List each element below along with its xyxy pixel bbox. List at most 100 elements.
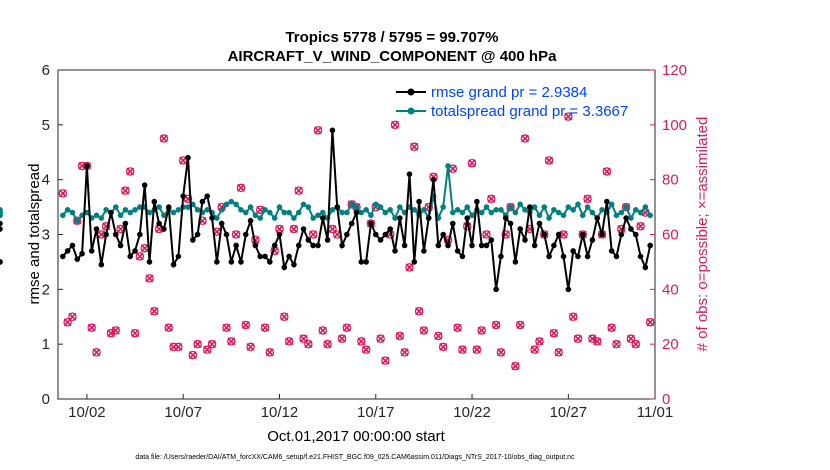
x-tick-label: 10/17 <box>357 404 395 421</box>
obs-possible-marker <box>337 334 347 343</box>
spread-point <box>98 215 105 221</box>
obs-assimilated-marker <box>236 183 245 192</box>
rmse-point <box>584 253 591 260</box>
spread-point <box>440 204 446 210</box>
rmse-point <box>69 242 76 249</box>
rmse-point <box>421 248 427 254</box>
obs-possible-marker <box>544 156 554 165</box>
obs-assimilated-marker <box>588 334 597 343</box>
rmse-point <box>416 198 422 205</box>
y2-tick-label: 100 <box>662 117 687 134</box>
rmse-point <box>377 237 384 243</box>
spread-point <box>194 207 201 213</box>
spread-point <box>228 198 235 205</box>
rmse-point <box>137 231 143 238</box>
rmse-point <box>358 259 365 265</box>
obs-assimilated-marker <box>87 323 96 332</box>
obs-assimilated-marker <box>482 230 491 239</box>
spread-point <box>464 204 471 210</box>
spread-point <box>247 204 254 210</box>
spread-point <box>512 209 519 216</box>
spread-point <box>353 204 360 210</box>
obs-possible-marker <box>520 134 530 143</box>
rmse-point <box>536 220 543 227</box>
rmse-point <box>579 231 586 238</box>
obs-possible-marker <box>419 326 429 335</box>
obs-assimilated-marker <box>342 323 351 332</box>
spread-point <box>632 207 639 213</box>
obs-assimilated-marker <box>208 340 217 349</box>
spread-point <box>218 207 225 213</box>
spread-point <box>291 215 297 221</box>
obs-assimilated-marker <box>145 274 154 283</box>
obs-possible-marker <box>472 345 482 354</box>
obs-possible-marker <box>231 230 241 239</box>
rmse-point <box>60 253 66 260</box>
obs-assimilated-marker <box>232 230 241 239</box>
obs-assimilated-marker <box>140 244 149 253</box>
obs-assimilated-marker <box>275 225 284 233</box>
spread-point <box>358 209 365 216</box>
obs-possible-marker <box>438 342 448 352</box>
spread-point <box>223 201 230 208</box>
rmse-point <box>637 253 644 260</box>
spread-point <box>531 204 538 210</box>
spread-point <box>363 207 369 213</box>
rmse-point <box>329 127 336 134</box>
obs-assimilated-marker <box>97 230 106 239</box>
obs-assimilated-marker <box>410 142 419 151</box>
obs-possible-marker <box>621 202 631 212</box>
obs-possible-marker <box>414 307 424 316</box>
spread-point <box>387 207 394 213</box>
spread-point <box>267 209 273 216</box>
obs-assimilated-marker <box>602 167 611 176</box>
obs-assimilated-marker <box>636 222 645 231</box>
obs-assimilated-marker <box>549 329 558 338</box>
rmse-point <box>315 242 321 249</box>
obs-assimilated-marker <box>241 321 250 329</box>
obs-assimilated-marker <box>256 205 265 214</box>
spread-point <box>122 207 129 213</box>
obs-assimilated-marker <box>472 345 481 354</box>
spread-point <box>382 209 389 216</box>
obs-possible-marker <box>626 334 636 343</box>
spread-point <box>204 207 211 213</box>
rmse-point <box>397 215 403 221</box>
rmse-point <box>551 242 557 249</box>
rmse-point <box>291 261 297 268</box>
rmse-point <box>165 204 172 210</box>
rmse-point <box>387 226 394 232</box>
obs-assimilated-marker <box>434 331 443 340</box>
y-tick-label: 6 <box>42 62 50 79</box>
obs-assimilated-marker <box>607 323 616 332</box>
obs-assimilated-marker <box>530 345 539 354</box>
obs-assimilated-marker <box>564 112 573 121</box>
obs-possible-marker <box>592 337 602 346</box>
rmse-point <box>300 226 307 232</box>
rmse-point <box>218 220 225 227</box>
obs-possible-marker <box>106 328 116 338</box>
obs-possible-marker <box>260 323 270 332</box>
obs-assimilated-marker <box>631 340 640 349</box>
spread-point <box>637 209 644 216</box>
obs-assimilated-marker <box>294 186 303 195</box>
obs-possible-marker <box>222 323 231 332</box>
spread-point <box>623 204 629 210</box>
rmse-point <box>430 176 437 183</box>
obs-possible-marker <box>511 361 520 371</box>
obs-possible-marker <box>487 194 496 204</box>
obs-possible-marker <box>284 337 294 346</box>
obs-possible-marker <box>207 339 217 349</box>
y2-axis-label: # of obs: o=possible; ×=assimilated <box>694 117 711 352</box>
spread-point <box>185 204 191 210</box>
x-tick-label: 10/12 <box>261 404 299 421</box>
obs-possible-marker <box>458 345 467 354</box>
obs-possible-marker <box>467 158 477 168</box>
spread-point <box>117 212 124 219</box>
y-tick-label: 1 <box>42 336 50 353</box>
obs-possible-marker <box>535 337 544 346</box>
obs-assimilated-marker <box>159 134 168 143</box>
obs-possible-marker <box>304 339 313 349</box>
spread-point <box>536 212 543 219</box>
obs-possible-marker <box>631 339 640 349</box>
